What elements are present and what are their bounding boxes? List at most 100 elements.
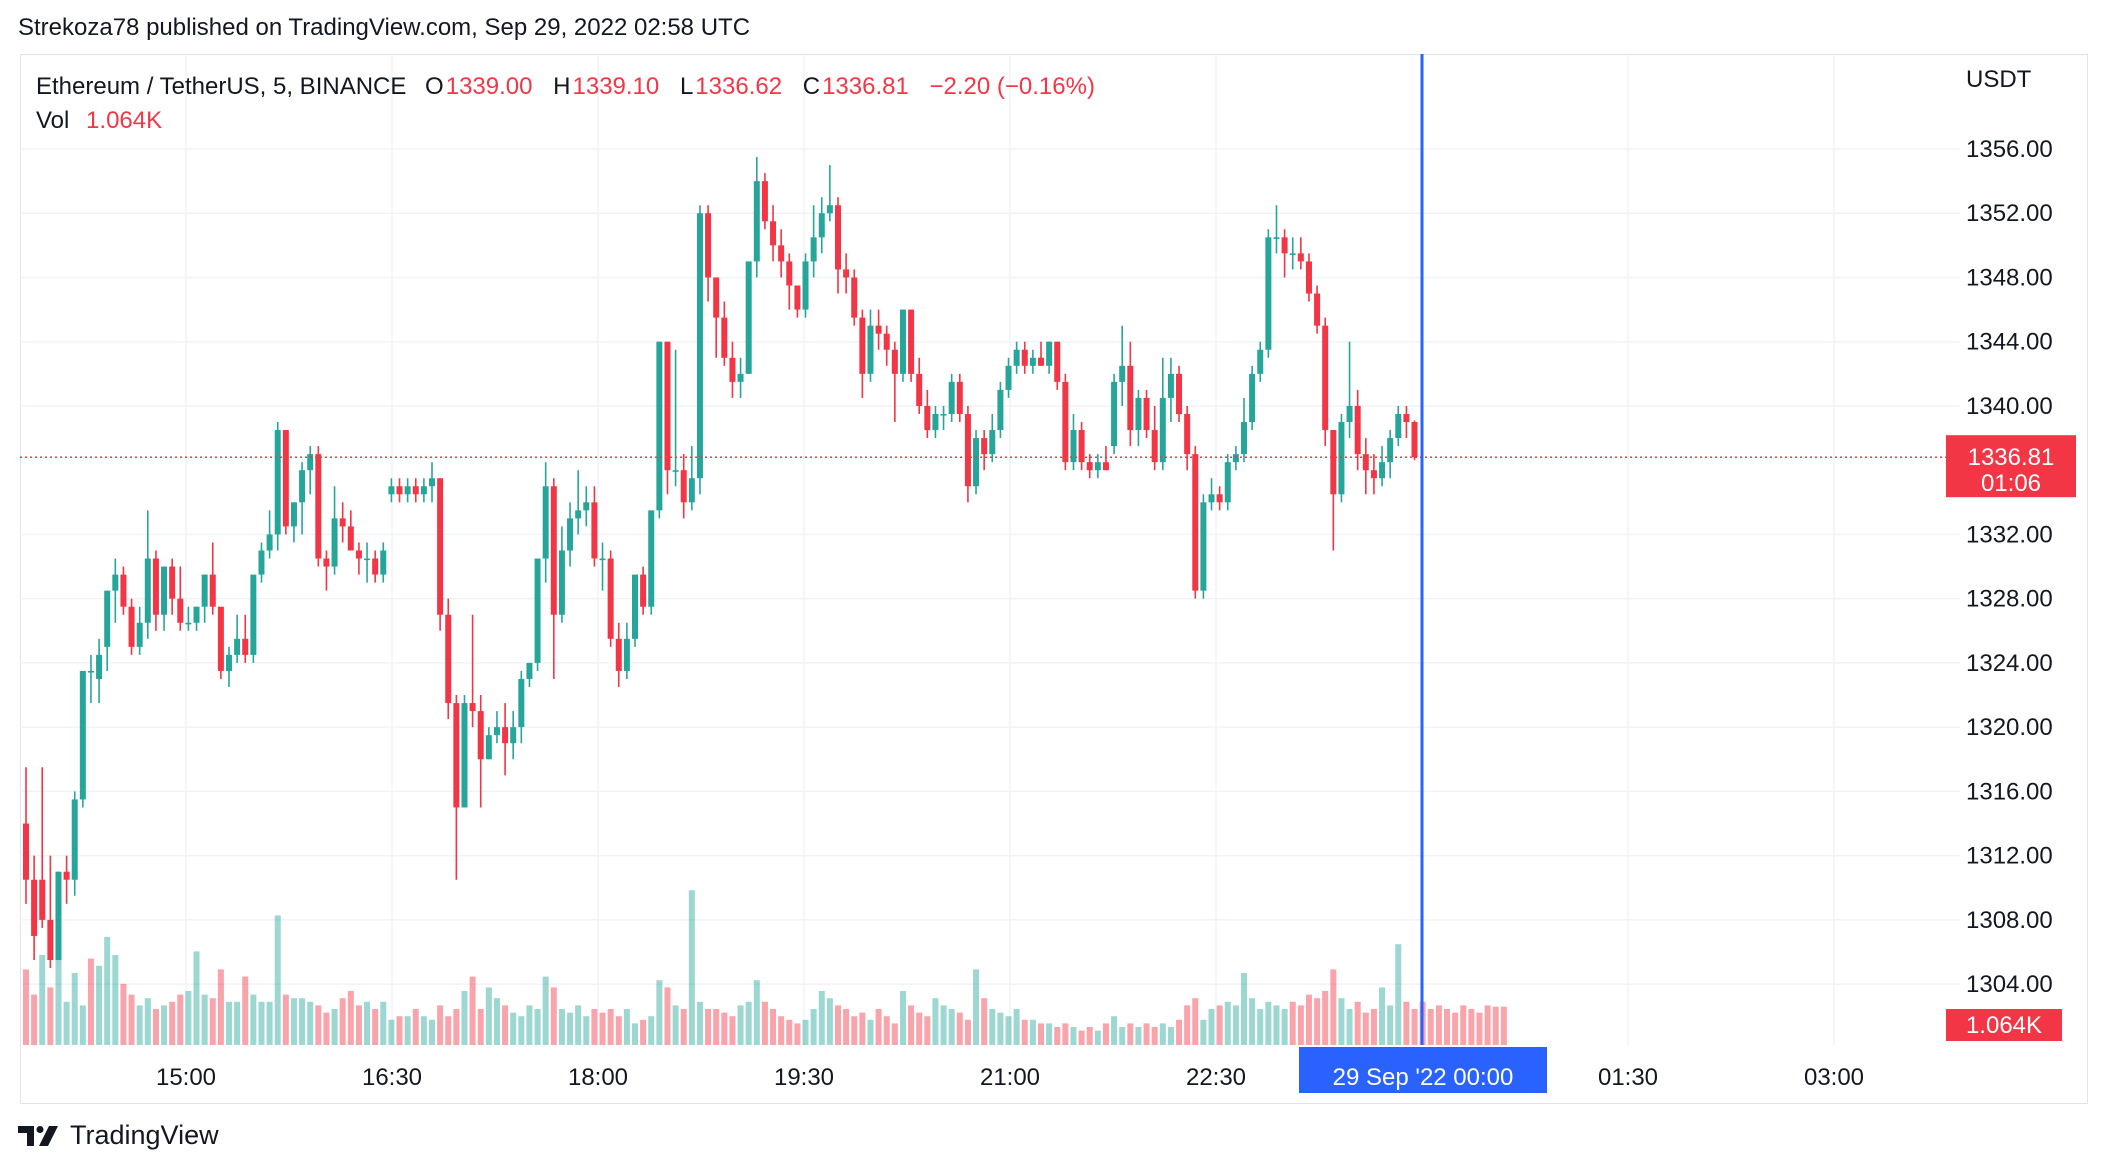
candle-body bbox=[404, 486, 411, 495]
volume-bar bbox=[380, 1001, 387, 1045]
candle-body bbox=[23, 823, 29, 880]
candle bbox=[550, 478, 557, 679]
candle-body bbox=[355, 550, 362, 559]
candle bbox=[1062, 373, 1069, 471]
candle-body bbox=[761, 181, 768, 222]
candle bbox=[534, 558, 541, 671]
volume-bar bbox=[299, 998, 306, 1045]
candle-body bbox=[71, 799, 78, 880]
last-volume-badge-value: 1.064K bbox=[1966, 1012, 2042, 1039]
candle-body bbox=[640, 574, 647, 607]
candle-body bbox=[396, 486, 403, 495]
volume-bar bbox=[1305, 994, 1312, 1045]
candle bbox=[1135, 389, 1142, 447]
candle bbox=[161, 566, 168, 631]
candle-body bbox=[705, 213, 712, 278]
volume-bar bbox=[404, 1016, 411, 1045]
candle bbox=[453, 695, 460, 880]
candle-body bbox=[1273, 237, 1280, 239]
volume-bar bbox=[1273, 1005, 1280, 1045]
candle-body bbox=[1021, 349, 1028, 366]
candle bbox=[485, 727, 492, 760]
volume-bar bbox=[981, 998, 988, 1045]
candle bbox=[404, 478, 411, 503]
candle bbox=[55, 871, 62, 961]
volume-bar bbox=[339, 998, 346, 1045]
candle-body bbox=[1176, 373, 1183, 414]
volume-bar bbox=[835, 1005, 841, 1045]
candle-body bbox=[339, 518, 346, 527]
volume-bar bbox=[1257, 1009, 1264, 1045]
candle bbox=[1127, 341, 1134, 447]
volume-bar bbox=[437, 1005, 444, 1045]
volume-bar bbox=[567, 1012, 574, 1045]
candle-body bbox=[469, 703, 476, 712]
volume-bar bbox=[615, 1016, 622, 1045]
volume-bar bbox=[1038, 1023, 1044, 1045]
volume-bar bbox=[1395, 944, 1402, 1045]
candle bbox=[477, 695, 484, 808]
volume-bar bbox=[274, 915, 281, 1045]
volume-bar bbox=[696, 1001, 703, 1045]
candle-body bbox=[120, 574, 127, 607]
candle-body bbox=[1330, 430, 1337, 495]
candle bbox=[607, 550, 614, 647]
candle-body bbox=[924, 405, 931, 431]
candle-body bbox=[599, 558, 606, 561]
candle bbox=[445, 598, 452, 720]
candle bbox=[1403, 405, 1410, 439]
candle bbox=[128, 598, 135, 655]
candle bbox=[1297, 237, 1304, 270]
candle bbox=[152, 550, 159, 631]
candle-body bbox=[1094, 462, 1101, 471]
candle-body bbox=[518, 678, 525, 728]
low-value: 1336.62 bbox=[695, 73, 783, 100]
candle-body bbox=[948, 381, 955, 414]
volume-bar bbox=[412, 1009, 419, 1045]
candle bbox=[1346, 341, 1353, 439]
volume-bar bbox=[96, 965, 103, 1045]
candle bbox=[1338, 413, 1345, 503]
candle bbox=[770, 205, 777, 262]
volume-label: Vol bbox=[36, 107, 70, 134]
candle-body bbox=[745, 261, 752, 374]
volume-bar bbox=[1435, 1005, 1442, 1045]
candle-body bbox=[299, 470, 306, 503]
candle-body bbox=[680, 470, 687, 503]
volume-bar bbox=[1119, 1027, 1126, 1045]
candle-body bbox=[956, 381, 963, 414]
candle-body bbox=[1362, 454, 1369, 471]
low-label: L bbox=[679, 73, 694, 100]
volume-bar bbox=[1379, 987, 1386, 1045]
volume-bar bbox=[721, 1012, 728, 1045]
candle-body bbox=[437, 478, 444, 615]
candle-body bbox=[851, 277, 858, 318]
candle bbox=[753, 157, 760, 278]
footer-brand[interactable]: TradingView bbox=[18, 1120, 219, 1151]
candle bbox=[526, 662, 533, 688]
candle-body bbox=[1395, 413, 1402, 439]
volume-bar bbox=[948, 1009, 955, 1045]
volume-bar bbox=[1094, 1030, 1101, 1045]
candle bbox=[1224, 454, 1231, 511]
volume-bar bbox=[461, 991, 468, 1045]
volume-bar bbox=[1054, 1027, 1061, 1045]
volume-bar bbox=[242, 976, 249, 1045]
volume-bar bbox=[1370, 1009, 1377, 1045]
price-axis[interactable]: 1356.00 1352.00 1348.00 1344.00 1340.00 1332.… bbox=[1966, 136, 2053, 998]
volume-bar bbox=[331, 1009, 338, 1045]
volume-bar bbox=[128, 994, 135, 1045]
candle bbox=[510, 711, 517, 760]
volume-bar bbox=[899, 991, 906, 1045]
candle bbox=[1322, 317, 1329, 447]
time-axis[interactable]: 15:00 16:30 18:00 19:30 21:00 22:30 01:30 03:00 bbox=[156, 1064, 1864, 1091]
candle bbox=[542, 462, 549, 583]
volume-bar bbox=[534, 1009, 541, 1045]
symbol-label[interactable]: Ethereum / TetherUS, 5, BINANCE bbox=[36, 73, 407, 100]
candle bbox=[502, 703, 509, 776]
volume-bar bbox=[770, 1009, 777, 1045]
chart-frame[interactable] bbox=[20, 54, 2088, 1104]
candle-body bbox=[412, 486, 419, 495]
candle-body bbox=[1289, 253, 1296, 255]
